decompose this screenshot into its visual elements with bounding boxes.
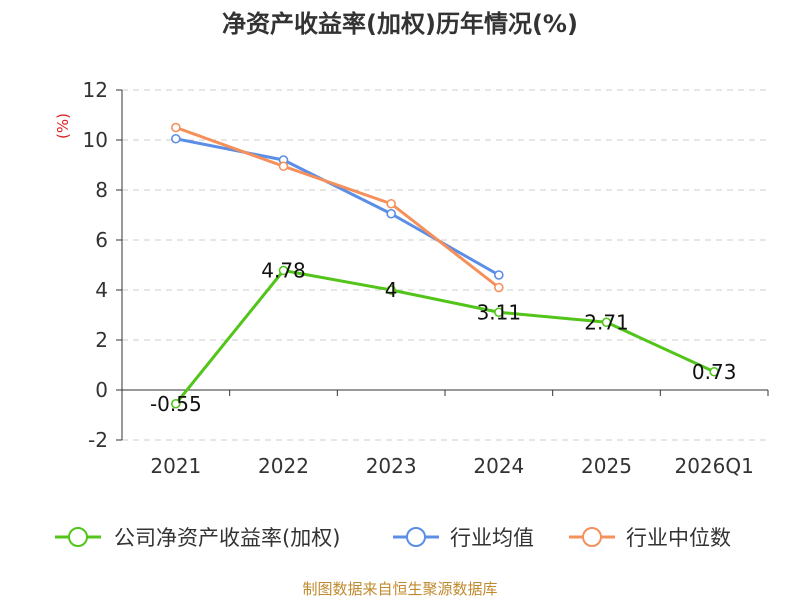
legend-item[interactable]: 行业均值 — [393, 526, 534, 550]
series-group — [171, 122, 719, 409]
y-tick-label: 2 — [95, 328, 108, 352]
series-line — [175, 126, 500, 289]
series-line — [175, 137, 500, 277]
y-tick-label: 8 — [95, 178, 108, 202]
data-label: 4.78 — [261, 259, 306, 283]
grid-lines — [122, 89, 768, 441]
x-tick-label: 2022 — [258, 454, 309, 478]
data-point — [709, 366, 719, 377]
data-label: 0.73 — [692, 360, 737, 384]
data-labels: -0.55 4.78 4 3.11 2.71 0.73 — [150, 259, 736, 416]
y-tick-label: 0 — [95, 378, 108, 402]
source-note: 制图数据来自恒生聚源数据库 — [302, 580, 497, 598]
y-axis-unit: (%) — [54, 113, 72, 139]
data-point — [494, 307, 504, 318]
legend-marker — [68, 527, 88, 547]
x-tick-label: 2025 — [581, 454, 632, 478]
x-tick-label: 2024 — [473, 454, 524, 478]
series-line — [174, 269, 715, 405]
legend-label: 公司净资产收益率(加权) — [114, 526, 340, 550]
chart-title: 净资产收益率(加权)历年情况(%) — [222, 10, 578, 38]
legend-label: 行业均值 — [450, 526, 534, 550]
data-point — [494, 282, 504, 293]
y-tick-label: 4 — [95, 278, 108, 302]
y-tick-label: 6 — [95, 228, 108, 252]
axes: -2 0 2 4 6 8 10 12 2021 2022 2023 2024 2025 2026Q1 — [83, 78, 769, 478]
data-label: 3.11 — [477, 300, 522, 324]
legend-item[interactable]: 行业中位数 — [569, 526, 731, 550]
x-tick-label: 2026Q1 — [674, 454, 753, 478]
legend: 公司净资产收益率(加权) 行业均值 行业中位数 — [55, 526, 731, 550]
legend-marker — [582, 527, 602, 547]
x-tick-label: 2021 — [150, 454, 201, 478]
data-point — [278, 265, 289, 276]
data-point — [171, 133, 181, 144]
data-point — [386, 208, 396, 219]
x-tick-label: 2023 — [366, 454, 417, 478]
legend-label: 行业中位数 — [626, 526, 731, 550]
data-point — [278, 161, 289, 172]
y-tick-label: 10 — [83, 128, 108, 152]
data-point — [601, 317, 612, 328]
data-point — [171, 122, 181, 133]
data-label: 4 — [385, 278, 398, 302]
legend-marker — [406, 527, 426, 547]
data-point — [171, 398, 181, 409]
y-tick-label: -2 — [88, 428, 108, 452]
data-point — [386, 198, 396, 209]
data-point — [386, 285, 396, 295]
data-label: -0.55 — [150, 392, 202, 416]
data-point — [494, 270, 504, 280]
legend-item[interactable]: 公司净资产收益率(加权) — [55, 526, 340, 550]
y-tick-label: 12 — [83, 78, 108, 102]
data-label: 2.71 — [584, 310, 629, 334]
